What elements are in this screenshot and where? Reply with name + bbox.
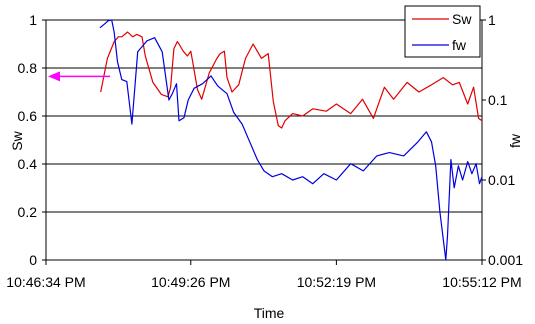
x-tick-label: 10:52:19 PM: [297, 274, 376, 290]
legend: Sw fw: [404, 5, 481, 58]
y2-tick-label: 0.1: [488, 92, 508, 108]
series-line-sw: [100, 31, 483, 129]
y-axis-left: 0 0.2 0.4 0.6 0.8 1: [18, 12, 46, 268]
y-tick-label: 0.6: [18, 108, 38, 124]
y2-tick-label: 0.01: [488, 172, 515, 188]
y-tick-label: 1: [29, 12, 37, 28]
y2-tick-label: 1: [488, 12, 496, 28]
x-axis: 10:46:34 PM 10:49:26 PM 10:52:19 PM 10:55:1…: [6, 260, 522, 290]
y-tick-label: 0.2: [18, 204, 38, 220]
series-line-fw: [99, 19, 483, 261]
legend-label-fw: fw: [452, 37, 467, 53]
series-layer: [99, 19, 483, 261]
y-tick-label: 0.4: [18, 156, 38, 172]
x-tick-label: 10:49:26 PM: [151, 274, 230, 290]
y-axis-right: 0.001 0.01 0.1 1: [482, 12, 523, 268]
plot-area-frame: [45, 19, 483, 261]
annotation-arrow-head: [48, 71, 60, 82]
x-axis-label: Time: [254, 305, 285, 321]
x-tick-label: 10:55:12 PM: [442, 274, 521, 290]
legend-label-sw: Sw: [452, 11, 472, 27]
legend-box: [404, 5, 481, 58]
y-tick-label: 0: [29, 252, 37, 268]
y-tick-label: 0.8: [18, 60, 38, 76]
annotation-layer: [48, 71, 110, 82]
y2-axis-label: fw: [507, 133, 523, 148]
x-tick-label: 10:46:34 PM: [6, 274, 85, 290]
y2-tick-label: 0.001: [488, 252, 523, 268]
y-axis-label: Sw: [9, 130, 25, 150]
